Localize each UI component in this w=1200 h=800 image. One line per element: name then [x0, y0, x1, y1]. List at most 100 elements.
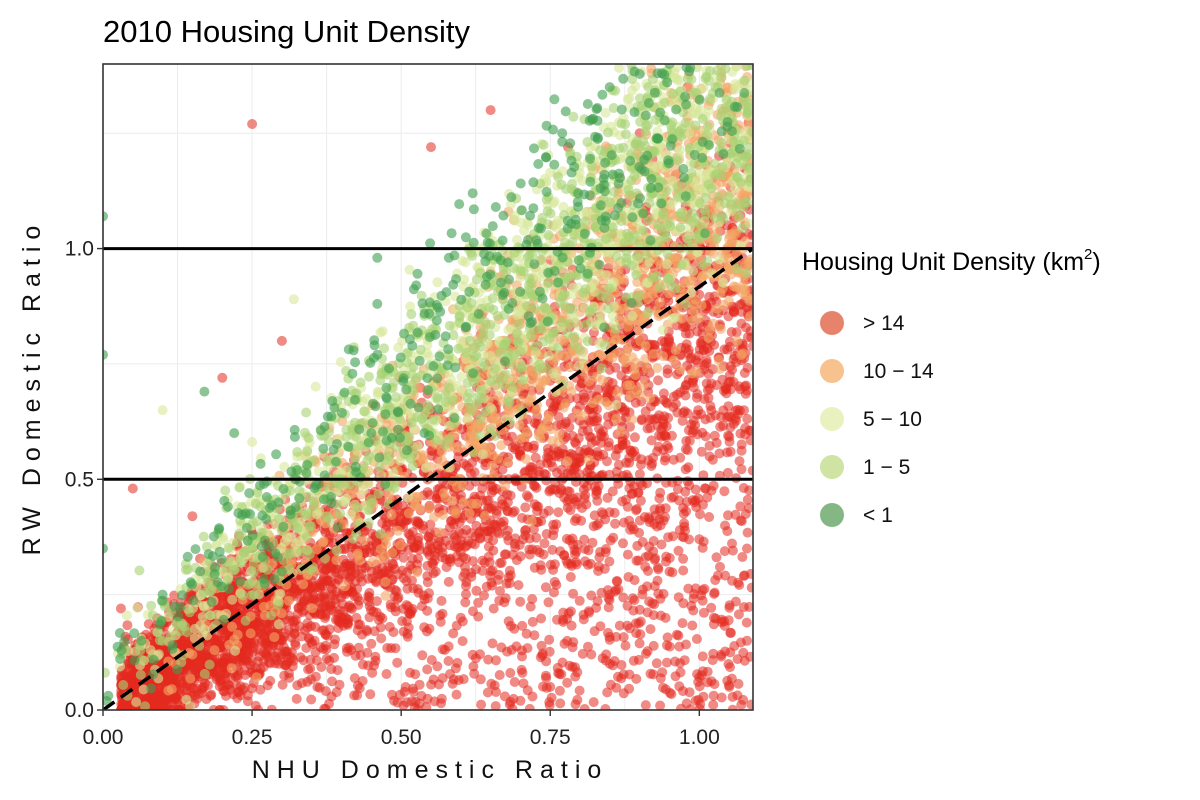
data-point [731, 327, 742, 338]
data-point [640, 700, 651, 710]
data-point [602, 492, 613, 503]
data-point [305, 654, 316, 665]
data-point [297, 607, 308, 617]
data-point [637, 584, 648, 595]
data-point [704, 440, 715, 451]
data-point [336, 612, 347, 623]
data-point [614, 620, 625, 631]
data-point [376, 633, 387, 644]
data-point [403, 528, 414, 539]
data-point [681, 339, 692, 350]
data-point [375, 611, 386, 622]
data-point [551, 398, 562, 409]
data-point [724, 431, 735, 442]
data-point [719, 546, 730, 557]
data-point [618, 538, 628, 549]
data-point [741, 617, 752, 628]
data-point [709, 588, 720, 599]
data-point [678, 503, 689, 513]
data-point [552, 662, 563, 673]
data-point [740, 285, 751, 296]
data-point [284, 672, 295, 683]
data-point [393, 569, 404, 580]
data-point [315, 642, 326, 653]
data-point [629, 432, 640, 443]
data-point [371, 596, 382, 607]
data-point [725, 627, 736, 638]
data-point [742, 635, 752, 646]
data-point [656, 539, 667, 550]
data-point [736, 464, 747, 475]
data-point [302, 676, 313, 687]
data-point [587, 537, 598, 548]
data-point [693, 493, 704, 504]
data-point [673, 592, 684, 603]
data-point [747, 465, 753, 476]
data-point [455, 612, 466, 623]
data-point [486, 678, 497, 689]
data-point [509, 677, 520, 687]
data-point [645, 423, 656, 433]
data-point [342, 646, 352, 657]
data-point [410, 669, 421, 680]
data-point [720, 520, 730, 531]
data-point [529, 480, 539, 491]
data-point [406, 606, 417, 617]
data-point [417, 650, 428, 661]
data-point [524, 703, 535, 710]
data-point [678, 407, 689, 418]
data-point [553, 507, 564, 518]
data-point [495, 558, 505, 569]
data-point [596, 431, 607, 442]
data-point [730, 596, 741, 607]
data-point [505, 668, 516, 678]
data-point [287, 661, 298, 672]
data-point [502, 497, 513, 508]
data-point [570, 671, 581, 682]
data-point [426, 679, 437, 690]
data-point [638, 379, 649, 390]
data-point [704, 346, 715, 356]
data-point [388, 559, 399, 570]
data-point [343, 602, 354, 613]
data-point [189, 684, 200, 695]
data-point [622, 549, 633, 560]
data-point [746, 293, 753, 304]
data-point [593, 561, 604, 572]
data-point [395, 540, 406, 551]
data-point [605, 535, 616, 546]
data-point [299, 595, 310, 606]
data-point [448, 628, 459, 639]
data-point [654, 493, 665, 504]
data-point [330, 634, 340, 645]
data-point [673, 545, 684, 556]
data-point [737, 552, 748, 562]
data-point [719, 344, 730, 355]
data-point [572, 694, 583, 705]
data-point [618, 592, 629, 603]
data-point [422, 664, 433, 675]
data-point [708, 480, 719, 491]
data-point [473, 597, 484, 608]
data-point [640, 354, 651, 364]
data-point [742, 527, 753, 538]
data-point [738, 348, 749, 359]
data-point [733, 577, 744, 588]
data-point [392, 594, 403, 604]
data-point [697, 271, 708, 282]
data-point [544, 410, 554, 421]
data-point [664, 641, 675, 652]
data-point [583, 454, 594, 465]
data-point [648, 536, 659, 546]
data-point [569, 516, 580, 526]
data-point [569, 464, 579, 475]
data-point [690, 583, 701, 594]
data-point [524, 533, 535, 544]
data-point [515, 551, 526, 562]
data-point [559, 550, 570, 561]
data-point [719, 385, 729, 396]
data-point [666, 689, 677, 700]
data-point [422, 693, 433, 704]
data-point [704, 512, 715, 522]
data-point [578, 389, 589, 400]
